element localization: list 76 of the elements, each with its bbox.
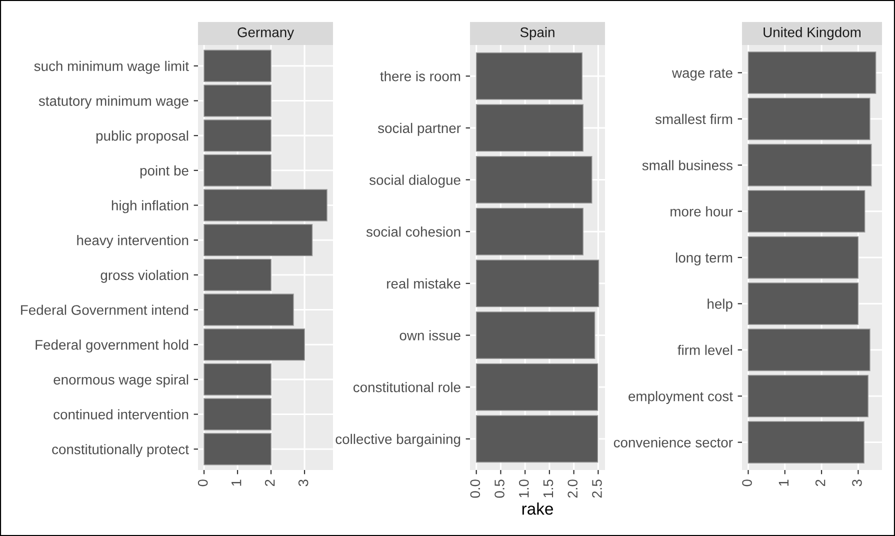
x-tick-label: 1.5	[543, 480, 554, 498]
x-tick-label: 0.0	[470, 480, 480, 498]
bar	[748, 328, 870, 372]
y-tick-label: gross violation	[100, 270, 188, 283]
bar	[748, 52, 876, 94]
x-tick-label: 3	[852, 480, 862, 486]
bar	[204, 154, 272, 187]
x-axis-title: rake	[522, 502, 553, 515]
bar	[476, 312, 596, 359]
bar	[476, 156, 592, 204]
bar	[204, 398, 272, 430]
x-tick-label: 2	[815, 480, 826, 486]
bar	[476, 208, 584, 256]
bar	[204, 189, 328, 222]
bar	[748, 282, 859, 325]
x-tick-label: 0	[198, 480, 208, 486]
y-tick-label: constitutional role	[353, 382, 460, 392]
y-tick-label: help	[708, 298, 732, 312]
bar	[476, 52, 583, 100]
y-tick-label: convenience sector	[614, 437, 733, 448]
x-tick-label: 2	[264, 480, 275, 486]
bar	[204, 84, 272, 117]
x-tick-label: 0	[742, 480, 752, 486]
y-tick-label: heavy intervention	[77, 235, 188, 248]
x-tick-label: 0.5	[494, 480, 504, 498]
y-tick-label: social cohesion	[366, 226, 460, 237]
y-tick-label: real mistake	[387, 278, 460, 289]
chart-title: Spain	[520, 27, 554, 40]
x-tick-label: 2.5	[592, 480, 602, 498]
y-tick-label: social partner	[378, 122, 461, 136]
y-tick-label: there is room	[380, 71, 460, 82]
y-tick-label: own issue	[400, 330, 460, 340]
y-tick-label: Federal government hold	[36, 340, 188, 353]
y-tick-label: constitutionally protect	[52, 444, 189, 458]
y-tick-label: enormous wage spiral	[54, 374, 188, 388]
bar	[748, 374, 868, 418]
y-tick-label: collective bargaining	[336, 434, 460, 447]
x-tick-label: 3	[298, 480, 308, 486]
bar	[204, 328, 305, 361]
x-tick-label: 1	[232, 480, 242, 486]
y-tick-label: small business	[642, 160, 732, 170]
y-tick-label: point be	[140, 165, 188, 178]
bar	[748, 98, 870, 140]
bar	[476, 363, 598, 411]
bar	[748, 190, 866, 233]
bar	[476, 104, 584, 152]
y-tick-label: wage rate	[672, 68, 732, 81]
x-tick-label: 1	[778, 480, 788, 486]
bar	[748, 236, 859, 279]
y-tick-label: more hour	[670, 206, 733, 216]
bar	[204, 224, 313, 256]
y-tick-label: public proposal	[96, 130, 188, 144]
y-tick-label: Federal Government intend	[21, 304, 188, 315]
bar	[204, 363, 272, 396]
bar	[476, 260, 600, 308]
y-tick-label: long term	[676, 252, 732, 266]
bar	[748, 421, 864, 464]
y-tick-label: high inflation	[112, 200, 188, 214]
bar	[748, 144, 872, 186]
x-tick-label: 1.0	[518, 480, 529, 498]
chart-title: Germany	[238, 27, 294, 40]
bar	[204, 294, 294, 326]
bar	[204, 433, 272, 466]
y-tick-label: smallest firm	[655, 114, 732, 124]
x-tick-label: 2.0	[568, 480, 578, 498]
bar	[476, 415, 598, 463]
y-tick-label: firm level	[678, 344, 732, 356]
y-tick-label: continued intervention	[54, 409, 188, 420]
bar	[204, 50, 272, 82]
y-tick-label: employment cost	[628, 391, 733, 404]
y-tick-label: social dialogue	[369, 174, 460, 188]
y-tick-label: statutory minimum wage	[38, 96, 188, 109]
bar	[204, 119, 272, 152]
chart-title: United Kingdom	[764, 27, 860, 40]
bar	[204, 258, 272, 292]
y-tick-label: such minimum wage limit	[34, 60, 189, 74]
